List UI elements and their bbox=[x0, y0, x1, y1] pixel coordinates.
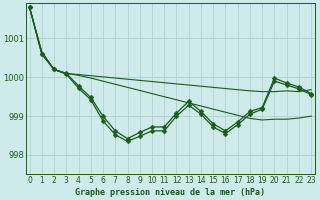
X-axis label: Graphe pression niveau de la mer (hPa): Graphe pression niveau de la mer (hPa) bbox=[76, 188, 265, 197]
